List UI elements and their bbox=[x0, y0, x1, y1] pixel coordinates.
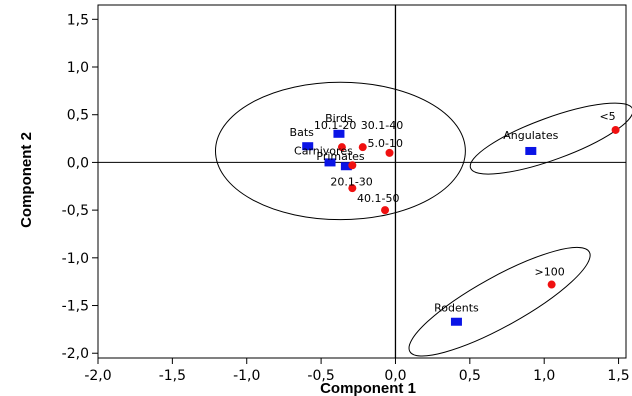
circle-point bbox=[348, 161, 357, 170]
point-label: 5.0-10 bbox=[368, 137, 403, 150]
x-tick-label: -2,0 bbox=[84, 368, 111, 384]
circle-point bbox=[348, 184, 357, 193]
circle-point bbox=[358, 143, 367, 152]
square-point bbox=[333, 129, 345, 138]
point-label: Primates bbox=[316, 150, 365, 163]
square-point bbox=[525, 146, 537, 155]
circle-point bbox=[611, 125, 620, 134]
x-tick-label: -0,5 bbox=[307, 368, 334, 384]
point-label: Rodents bbox=[434, 302, 479, 315]
point-label: Birds bbox=[325, 112, 353, 125]
square-point bbox=[302, 142, 314, 151]
y-tick-label: 1,0 bbox=[67, 60, 89, 76]
cluster-ellipse-1 bbox=[214, 81, 466, 221]
point-label: 30.1-40 bbox=[361, 119, 403, 132]
cluster-ellipse-3 bbox=[408, 246, 591, 357]
y-axis-title: Component 2 bbox=[18, 132, 35, 228]
circle-point bbox=[547, 280, 556, 289]
x-tick-label: 0,0 bbox=[384, 368, 406, 384]
point-label: >100 bbox=[535, 266, 565, 279]
circle-point bbox=[385, 148, 394, 157]
y-tick-label: -0,5 bbox=[62, 203, 89, 219]
plot-frame bbox=[97, 4, 627, 359]
point-label: 20.1-30 bbox=[330, 175, 372, 188]
y-tick-label: 1,5 bbox=[67, 12, 89, 28]
square-point bbox=[324, 158, 336, 167]
point-label: Angulates bbox=[503, 129, 558, 142]
y-tick-label: -1,5 bbox=[62, 299, 89, 315]
square-point bbox=[450, 317, 462, 326]
point-label: Bats bbox=[290, 126, 315, 139]
y-tick-label: -2,0 bbox=[62, 346, 89, 362]
x-tick-label: 0,5 bbox=[459, 368, 481, 384]
circle-point bbox=[337, 143, 346, 152]
x-tick-label: -1,0 bbox=[233, 368, 260, 384]
cluster-ellipse-2 bbox=[469, 102, 632, 175]
x-tick-label: -1,5 bbox=[159, 368, 186, 384]
point-label: Carnivores bbox=[294, 144, 353, 157]
x-axis-title: Component 1 bbox=[320, 380, 416, 396]
x-tick-label: 1,0 bbox=[533, 368, 555, 384]
y-tick-label: 0,0 bbox=[67, 155, 89, 171]
circle-point bbox=[381, 206, 390, 215]
x-tick-label: 1,5 bbox=[607, 368, 629, 384]
point-label: 40.1-50 bbox=[357, 192, 399, 205]
y-tick-label: -1,0 bbox=[62, 251, 89, 267]
point-label: <5 bbox=[599, 110, 615, 123]
point-label: 10.1-20 bbox=[314, 119, 356, 132]
y-tick-label: 0,5 bbox=[67, 108, 89, 124]
square-point bbox=[340, 162, 352, 171]
